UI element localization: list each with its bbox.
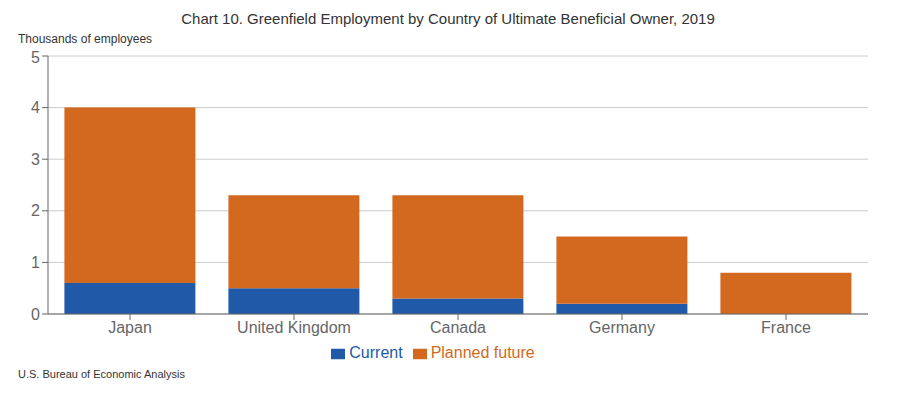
html-text:Planned future: Planned future (430, 344, 535, 361)
svg-text:Canada: Canada (430, 319, 486, 336)
html-text:Current: Current (349, 344, 403, 361)
svg-text:1: 1 (31, 254, 40, 271)
html-text:Thousands of employees: Thousands of employees (18, 32, 153, 46)
svg-text:Japan: Japan (108, 319, 152, 336)
svg-text:4: 4 (31, 99, 40, 116)
svg-text:Germany: Germany (589, 319, 655, 336)
html-text:Chart 10. Greenfield Employmen: Chart 10. Greenfield Employment by Count… (181, 10, 715, 27)
svg-text:5: 5 (31, 49, 40, 66)
svg-text:2: 2 (31, 202, 40, 219)
svg-text:United Kingdom: United Kingdom (237, 319, 351, 336)
svg-text:France: France (761, 319, 811, 336)
svg-text:3: 3 (31, 151, 40, 168)
svg-text:0: 0 (31, 306, 40, 323)
html-text:U.S. Bureau of Economic Analys: U.S. Bureau of Economic Analysis (18, 368, 185, 380)
